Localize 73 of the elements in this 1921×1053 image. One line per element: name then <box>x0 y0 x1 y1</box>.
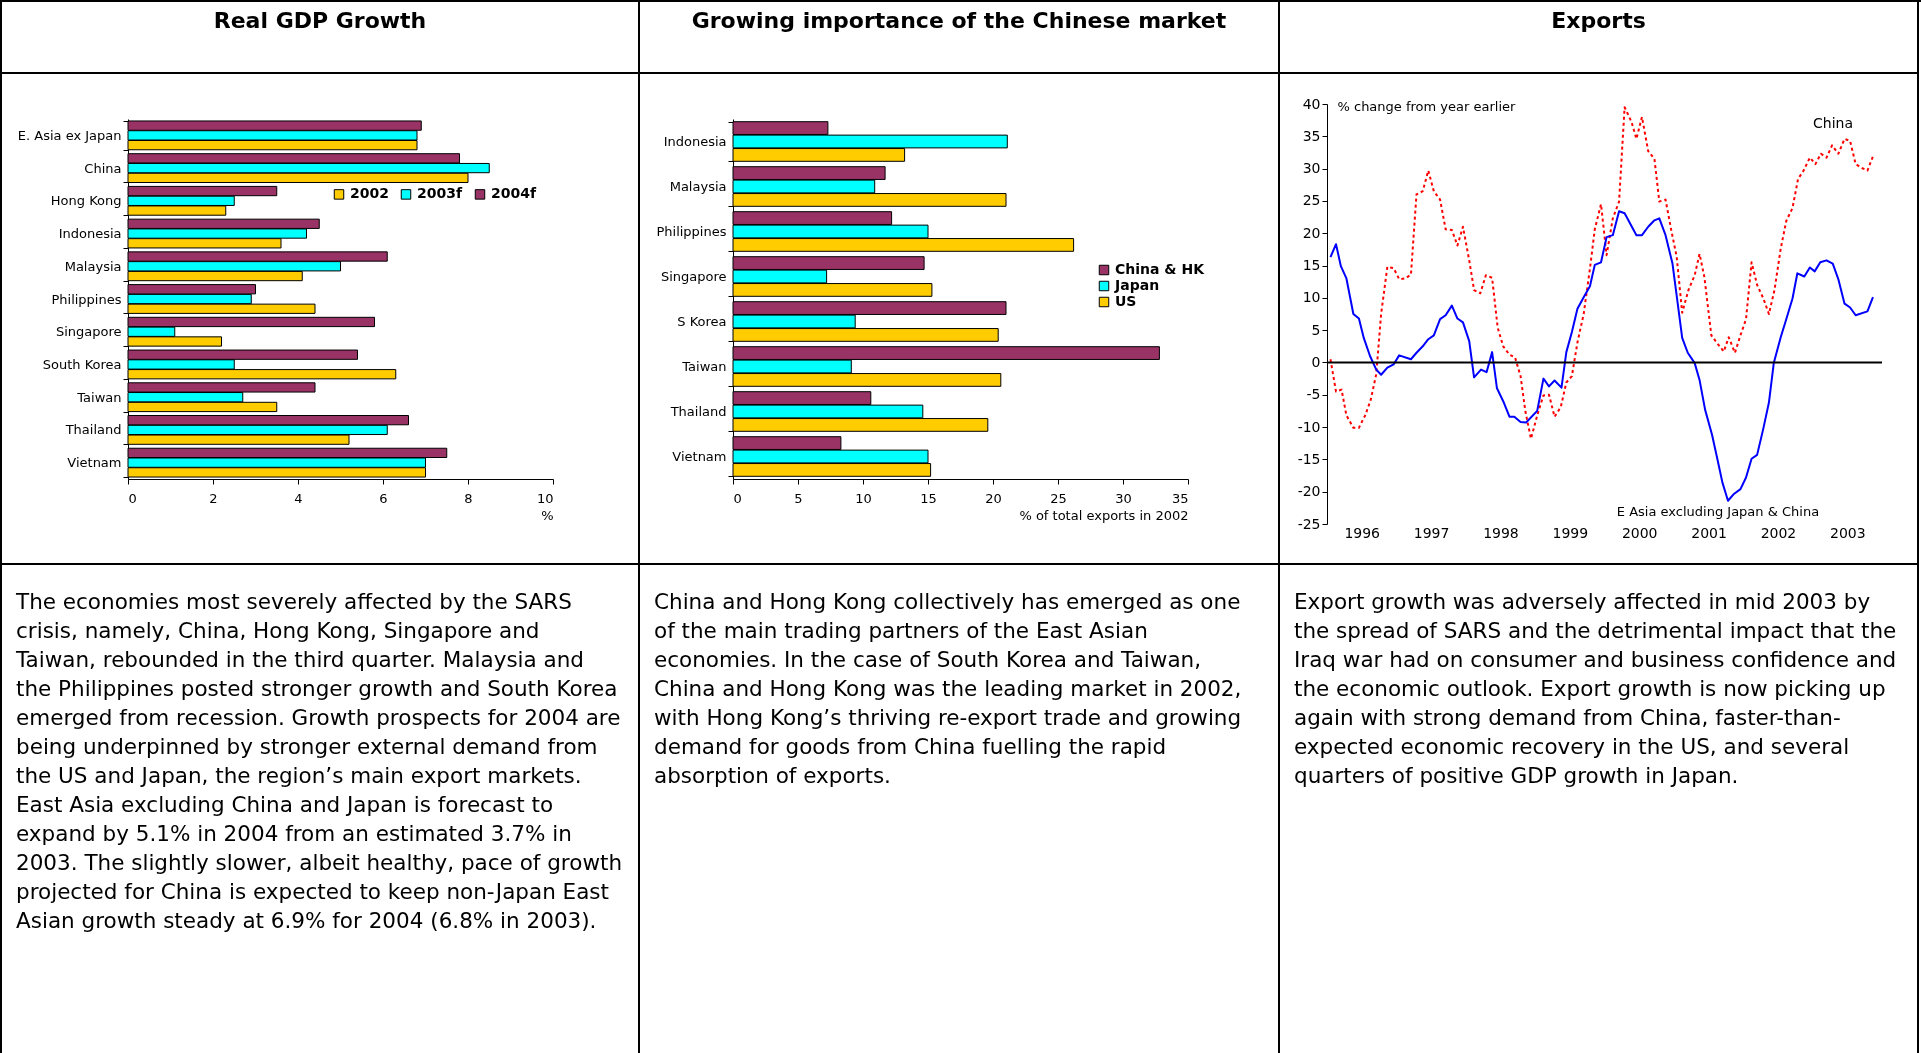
y-tick-label: Philippines <box>656 224 727 239</box>
chart-title: Growing importance of the Chinese market <box>640 2 1278 74</box>
y-tick-label: 15 <box>1302 257 1321 274</box>
x-tick-label: 1999 <box>1552 524 1589 541</box>
y-tick-label: Taiwan <box>76 389 122 405</box>
y-tick-label: S Korea <box>677 314 727 329</box>
line-series <box>1329 210 1874 502</box>
y-tick-label: -5 <box>1306 386 1321 403</box>
x-tick-label: 2003 <box>1829 524 1866 541</box>
y-tick-label: Vietnam <box>672 449 727 464</box>
x-tick-label: 15 <box>920 490 937 506</box>
y-tick-label: 35 <box>1302 127 1321 144</box>
y-tick-label: 5 <box>1311 321 1321 338</box>
y-tick-label: E. Asia ex Japan <box>17 127 122 143</box>
x-tick-label: 1998 <box>1483 524 1519 541</box>
chart-title: Real GDP Growth <box>2 2 638 74</box>
legend-label: China & HK <box>1115 261 1206 277</box>
y-tick-label: 30 <box>1302 160 1321 177</box>
x-tick-label: 25 <box>1050 490 1067 506</box>
x-tick-label: 10 <box>855 490 872 506</box>
x-tick-label: 35 <box>1171 490 1189 506</box>
x-tick-label: 30 <box>1115 490 1132 506</box>
y-tick-label: Singapore <box>660 269 727 284</box>
x-tick-label: 0 <box>733 490 742 506</box>
x-tick-label: 20 <box>985 490 1002 506</box>
y-tick-label: Indonesia <box>58 226 122 242</box>
legend-label: 2002 <box>350 185 389 202</box>
y-tick-label: -10 <box>1297 418 1321 435</box>
x-tick-label: 2 <box>209 490 218 506</box>
x-axis-title: % of total exports in 2002 <box>1019 507 1189 523</box>
x-tick-label: 2001 <box>1691 524 1727 541</box>
text: Export growth was adversely affected in mid 2003 by the spread of SARS and the detrimental impact that the Iraq war had on consumer and business confidence and the economic outlook. Export growth is now picking up again with strong demand from China, faster-than-expected economic recovery in the US, and several quarters of positive GDP growth in Japan. <box>1293 588 1898 790</box>
x-tick-label: 2002 <box>1760 524 1797 541</box>
x-tick-label: 2000 <box>1621 524 1658 541</box>
y-tick-label: 25 <box>1302 192 1321 209</box>
y-tick-label: South Korea <box>42 356 122 372</box>
y-tick-label: -15 <box>1297 450 1321 467</box>
legend-label: US <box>1115 293 1137 309</box>
y-tick-label: Vietnam <box>67 455 122 471</box>
x-tick-label: 6 <box>379 490 388 506</box>
series-label: China <box>1812 115 1853 132</box>
legend-label: 2004f <box>491 185 537 202</box>
x-tick-label: 1996 <box>1344 524 1381 541</box>
y-tick-label: Hong Kong <box>50 193 122 209</box>
y-tick-label: 20 <box>1302 224 1321 241</box>
legend-label: 2003f <box>417 185 463 202</box>
x-tick-label: 5 <box>794 490 803 506</box>
y-tick-label: China <box>84 160 122 176</box>
y-tick-label: Malaysia <box>64 258 122 274</box>
y-tick-label: Thailand <box>64 422 122 438</box>
y-tick-label: 10 <box>1302 289 1321 306</box>
x-tick-label: 8 <box>464 490 473 506</box>
y-tick-label: Thailand <box>669 404 727 419</box>
y-tick-label: Indonesia <box>663 134 727 149</box>
x-tick-label: 0 <box>128 490 137 506</box>
y-tick-label: Malaysia <box>669 179 727 194</box>
text: China and Hong Kong collectively has emerged as one of the main trading partners of the East Asian economies. In the case of South Korea and Taiwan, China and Hong Kong was the leading market in 2002, with Hong Kong’s thriving re-export trade and growing demand for goods from China fuelling the rapid absorption of exports. <box>653 588 1243 790</box>
y-tick-label: -20 <box>1297 483 1321 500</box>
y-tick-label: -25 <box>1297 515 1321 532</box>
series-label: E Asia excluding Japan & China <box>1616 503 1820 519</box>
y-tick-label: Taiwan <box>681 359 727 374</box>
y-tick-label: 0 <box>1311 353 1321 370</box>
text: The economies most severely affected by the SARS crisis, namely, China, Hong Kong, Singapore and Taiwan, rebounded in the third quarter. Malaysia and the Philippines posted stronger growth and South Korea emerged from recession. Growth prospects for 2004 are being underpinned by stronger external demand from the US and Japan, the region’s main export markets. East Asia excluding China and Japan is forecast to expand by 5.1% in 2004 from an estimated 3.7% in 2003. The slightly slower, albeit healthy, pace of growth projected for China is expected to keep non-Japan East Asian growth steady at 6.9% for 2004 (6.8% in 2003). <box>16 589 623 933</box>
x-tick-label: 10 <box>536 490 554 506</box>
x-tick-label: 1997 <box>1413 524 1450 541</box>
chart-title: Exports <box>1280 2 1917 74</box>
legend-label: Japan <box>1114 277 1160 293</box>
x-axis-title: % <box>541 507 554 523</box>
y-tick-label: Singapore <box>55 324 122 340</box>
y-tick-label: 40 <box>1302 95 1321 112</box>
x-tick-label: 4 <box>294 490 303 506</box>
y-tick-label: Philippines <box>51 291 122 307</box>
y-axis-title: % change from year earlier <box>1337 98 1517 114</box>
